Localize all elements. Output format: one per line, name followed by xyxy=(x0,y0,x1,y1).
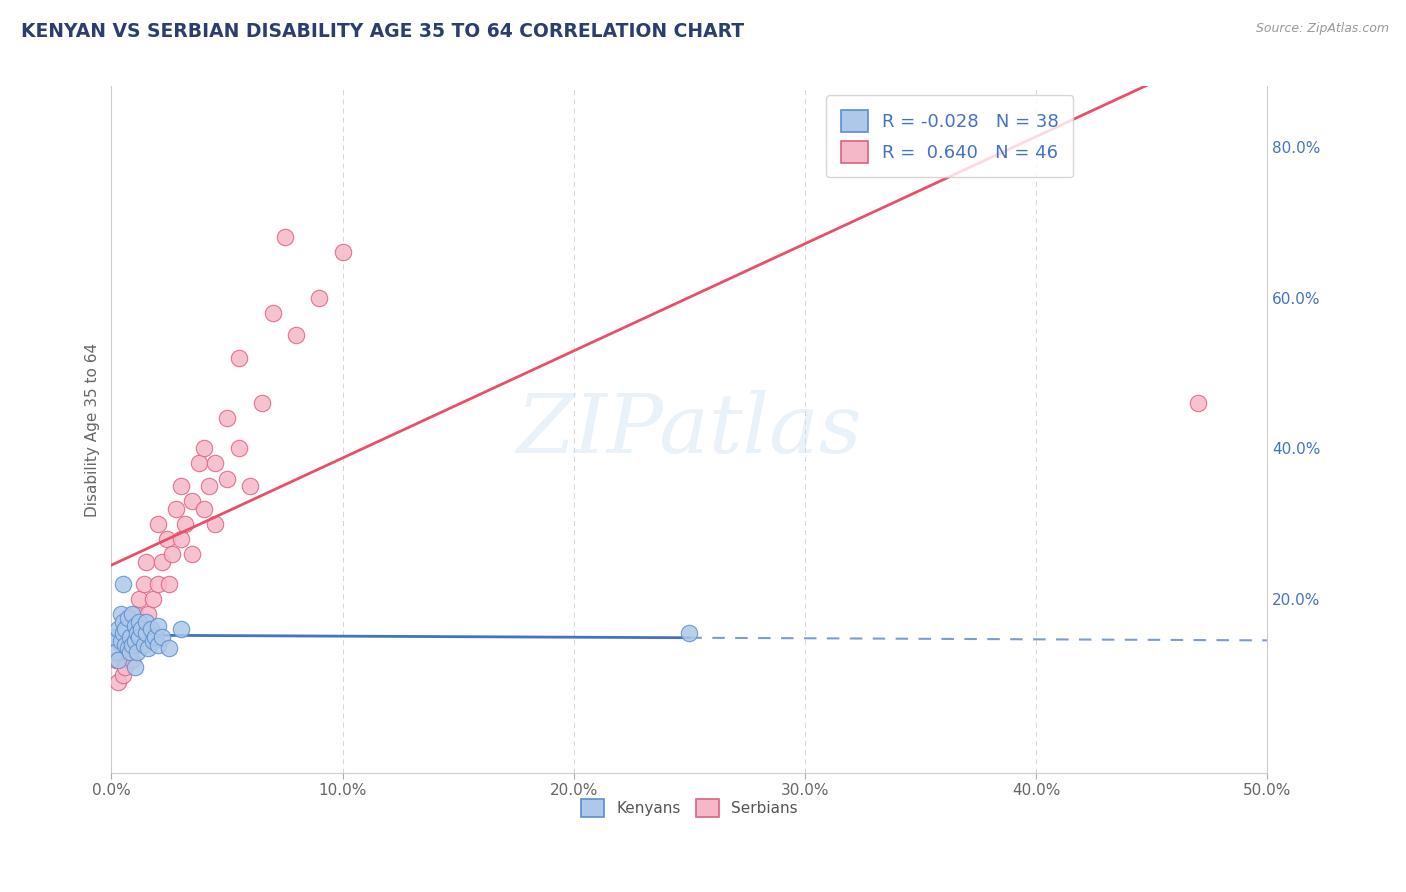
Point xyxy=(250,396,273,410)
Point xyxy=(150,555,173,569)
Point xyxy=(170,532,193,546)
Point xyxy=(308,291,330,305)
Point xyxy=(110,633,132,648)
Point xyxy=(128,592,150,607)
Point xyxy=(118,630,141,644)
Legend: Kenyans, Serbians: Kenyans, Serbians xyxy=(575,793,804,823)
Point xyxy=(146,516,169,531)
Point xyxy=(160,547,183,561)
Point xyxy=(132,638,155,652)
Point xyxy=(128,630,150,644)
Point xyxy=(228,351,250,365)
Point xyxy=(156,532,179,546)
Point xyxy=(174,516,197,531)
Point xyxy=(138,607,160,622)
Point xyxy=(105,645,128,659)
Point xyxy=(157,641,180,656)
Point xyxy=(111,577,134,591)
Point xyxy=(114,638,136,652)
Point xyxy=(131,623,153,637)
Point xyxy=(118,630,141,644)
Point xyxy=(170,623,193,637)
Point xyxy=(121,638,143,652)
Point xyxy=(135,615,157,629)
Point xyxy=(204,516,226,531)
Point xyxy=(181,547,204,561)
Point xyxy=(103,630,125,644)
Point xyxy=(111,626,134,640)
Point xyxy=(114,623,136,637)
Text: KENYAN VS SERBIAN DISABILITY AGE 35 TO 64 CORRELATION CHART: KENYAN VS SERBIAN DISABILITY AGE 35 TO 6… xyxy=(21,22,744,41)
Point xyxy=(142,633,165,648)
Point xyxy=(197,479,219,493)
Point xyxy=(138,641,160,656)
Point xyxy=(142,592,165,607)
Point xyxy=(181,494,204,508)
Y-axis label: Disability Age 35 to 64: Disability Age 35 to 64 xyxy=(86,343,100,516)
Point xyxy=(117,611,139,625)
Point xyxy=(110,607,132,622)
Point xyxy=(193,442,215,456)
Point xyxy=(165,501,187,516)
Point xyxy=(228,442,250,456)
Point xyxy=(1187,396,1209,410)
Point xyxy=(107,675,129,690)
Point xyxy=(117,645,139,659)
Point xyxy=(124,618,146,632)
Point xyxy=(678,626,700,640)
Point xyxy=(117,641,139,656)
Point xyxy=(105,652,128,666)
Point xyxy=(131,623,153,637)
Point xyxy=(146,577,169,591)
Point xyxy=(114,660,136,674)
Point xyxy=(132,577,155,591)
Point xyxy=(125,626,148,640)
Point xyxy=(118,645,141,659)
Point xyxy=(125,645,148,659)
Point xyxy=(107,652,129,666)
Point xyxy=(110,638,132,652)
Point xyxy=(135,555,157,569)
Point xyxy=(146,638,169,652)
Point xyxy=(107,623,129,637)
Point xyxy=(215,472,238,486)
Point xyxy=(124,607,146,622)
Text: Source: ZipAtlas.com: Source: ZipAtlas.com xyxy=(1256,22,1389,36)
Point xyxy=(239,479,262,493)
Text: ZIPatlas: ZIPatlas xyxy=(516,390,862,469)
Point xyxy=(262,305,284,319)
Point xyxy=(111,667,134,681)
Point xyxy=(139,623,162,637)
Point xyxy=(157,577,180,591)
Point xyxy=(135,626,157,640)
Point xyxy=(143,630,166,644)
Point xyxy=(193,501,215,516)
Point xyxy=(124,638,146,652)
Point xyxy=(128,615,150,629)
Point xyxy=(111,615,134,629)
Point xyxy=(188,457,211,471)
Point xyxy=(285,328,308,343)
Point xyxy=(332,245,354,260)
Point xyxy=(204,457,226,471)
Point xyxy=(146,618,169,632)
Point xyxy=(121,652,143,666)
Point xyxy=(124,660,146,674)
Point xyxy=(274,230,297,244)
Point xyxy=(124,633,146,648)
Point xyxy=(215,411,238,425)
Point xyxy=(170,479,193,493)
Point xyxy=(121,607,143,622)
Point xyxy=(150,630,173,644)
